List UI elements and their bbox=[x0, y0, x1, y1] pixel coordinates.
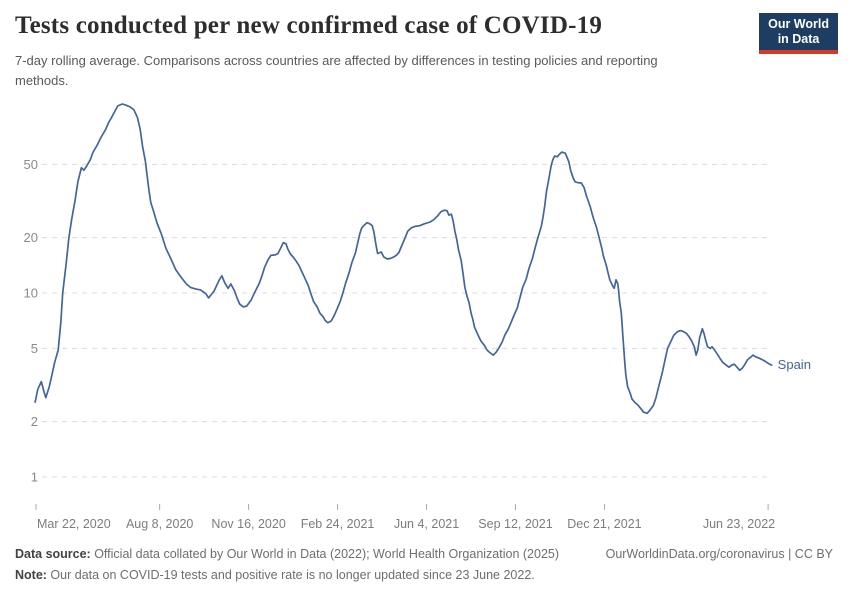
series-label-spain: Spain bbox=[778, 357, 811, 372]
owid-logo: Our World in Data bbox=[759, 13, 838, 54]
x-tick-label: Sep 12, 2021 bbox=[478, 517, 552, 531]
data-source-label: Data source: bbox=[15, 547, 91, 561]
owid-logo-line1: Our World bbox=[768, 17, 829, 31]
x-tick-label: Aug 8, 2020 bbox=[126, 517, 193, 531]
chart-subtitle: 7-day rolling average. Comparisons acros… bbox=[15, 53, 658, 88]
x-tick-label: Jun 23, 2022 bbox=[703, 517, 775, 531]
chart-title: Tests conducted per new confirmed case o… bbox=[15, 12, 603, 39]
y-tick-label-20: 20 bbox=[24, 230, 38, 245]
y-tick-label-2: 2 bbox=[31, 414, 38, 429]
y-tick-label-10: 10 bbox=[24, 286, 38, 301]
x-tick-label: Dec 21, 2021 bbox=[567, 517, 641, 531]
x-tick-label: Mar 22, 2020 bbox=[37, 517, 111, 531]
y-tick-label-1: 1 bbox=[31, 470, 38, 485]
y-tick-label-50: 50 bbox=[24, 157, 38, 172]
owid-logo-line2: in Data bbox=[777, 31, 820, 46]
chart-footer: Data source: Official data collated by O… bbox=[15, 547, 833, 561]
series-line-spain bbox=[34, 103, 773, 415]
y-tick-label-5: 5 bbox=[31, 341, 38, 356]
chart-note: Note: Our data on COVID-19 tests and pos… bbox=[15, 568, 535, 582]
license-text: OurWorldinData.org/coronavirus | CC BY bbox=[605, 547, 833, 561]
x-tick-label: Feb 24, 2021 bbox=[301, 517, 375, 531]
chart-header: Tests conducted per new confirmed case o… bbox=[15, 12, 745, 90]
line-chart-canvas: 1 2 5 10 20 50 Mar 22, 2020 Aug 8, 2020 Nov 16, … bbox=[24, 103, 811, 531]
data-source-text: Data source: Official data collated by O… bbox=[15, 547, 560, 561]
x-tick-label: Jun 4, 2021 bbox=[394, 517, 459, 531]
note-label: Note: bbox=[15, 568, 47, 582]
x-tick-label: Nov 16, 2020 bbox=[211, 517, 285, 531]
